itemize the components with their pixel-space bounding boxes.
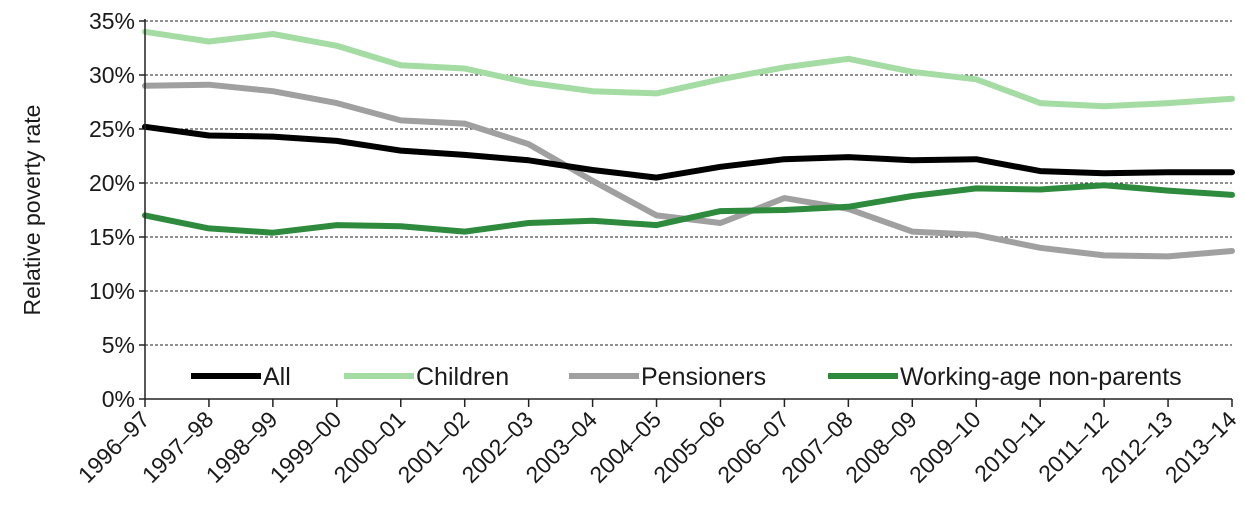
axes: [144, 19, 1232, 400]
y-tick-label: 30%: [89, 62, 135, 88]
legend-label: Pensioners: [641, 363, 766, 391]
legend-item: Working-age non-parents: [828, 363, 1182, 391]
y-tick-label: 25%: [89, 116, 135, 142]
gridlines: [145, 20, 1232, 346]
series-line-children: [142, 28, 1235, 110]
y-tick-label: 0%: [102, 386, 135, 412]
y-axis-title: Relative poverty rate: [19, 105, 45, 316]
legend-label: Children: [416, 363, 509, 391]
legend-label: All: [263, 363, 291, 391]
y-tick-label: 35%: [89, 8, 135, 34]
legend-item: Children: [344, 363, 509, 391]
x-axis-ticks: 1996–971997–981998–991999–002000–012001–…: [73, 399, 1242, 488]
legend-label: Working-age non-parents: [900, 363, 1182, 391]
series-line-all: [142, 123, 1235, 181]
x-tick-label: 2009–10: [904, 406, 986, 488]
y-tick-label: 5%: [102, 332, 135, 358]
x-tick-label: 2013–14: [1160, 406, 1242, 488]
y-axis-ticks: 0% 5% 10% 15% 20% 25% 30% 35%: [89, 8, 145, 412]
x-tick-label: 2010–11: [969, 406, 1049, 486]
legend-item: All: [191, 363, 291, 391]
y-tick-label: 20%: [89, 170, 135, 196]
legend: All Children Pensioners Working-age non-par…: [191, 363, 1182, 391]
series-lines: [142, 28, 1235, 260]
y-tick-label: 10%: [89, 278, 135, 304]
series-line-working-age-non-parents: [142, 182, 1235, 236]
y-tick-label: 15%: [89, 224, 135, 250]
legend-item: Pensioners: [569, 363, 766, 391]
